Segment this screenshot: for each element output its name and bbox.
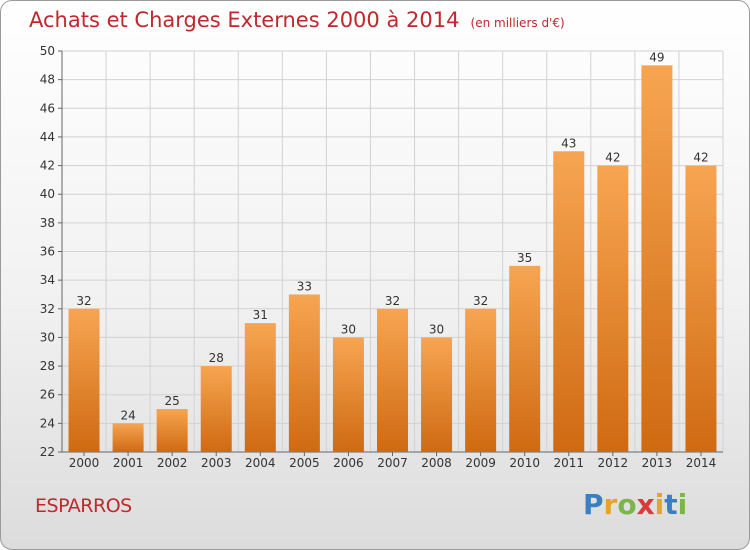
bar-2006: [332, 337, 364, 452]
chart-title-text: Achats et Charges Externes 2000 à 2014: [29, 8, 460, 32]
x-tick-label-2010: 2010: [509, 456, 540, 470]
y-tick-label: 32: [40, 302, 55, 316]
x-tick-label-2008: 2008: [421, 456, 452, 470]
bar-2005: [288, 294, 320, 452]
data-label-2005: 33: [297, 279, 312, 293]
logo-letter: i: [654, 488, 665, 521]
bar-2000: [68, 308, 100, 452]
y-tick-label: 34: [40, 273, 55, 287]
y-tick-label: 38: [40, 216, 55, 230]
chart-title: Achats et Charges Externes 2000 à 2014 (…: [29, 8, 565, 32]
bar-2010: [509, 265, 541, 452]
x-tick-label-2002: 2002: [157, 456, 188, 470]
x-tick-label-2006: 2006: [333, 456, 364, 470]
logo-letter: i: [677, 488, 688, 521]
x-tick-label-2003: 2003: [201, 456, 232, 470]
x-tick-label-2011: 2011: [553, 456, 584, 470]
x-tick-label-2009: 2009: [465, 456, 496, 470]
x-tick-label-2004: 2004: [245, 456, 276, 470]
data-label-2008: 30: [429, 322, 444, 336]
logo-letter: P: [583, 488, 604, 521]
bar-2007: [377, 308, 408, 452]
y-tick-label: 28: [40, 359, 55, 373]
data-label-2002: 25: [165, 394, 180, 408]
bar-2003: [200, 366, 232, 452]
bar-2001: [112, 423, 144, 452]
logo-letter: r: [603, 488, 618, 521]
data-label-2006: 30: [341, 322, 356, 336]
data-label-2000: 32: [76, 294, 91, 308]
bar-2002: [156, 409, 188, 452]
x-tick-label-2012: 2012: [598, 456, 629, 470]
y-tick-label: 44: [40, 130, 55, 144]
data-label-2013: 49: [649, 50, 664, 64]
data-label-2001: 24: [120, 408, 135, 422]
data-label-2014: 42: [693, 151, 708, 165]
data-label-2007: 32: [385, 294, 400, 308]
bar-2011: [553, 151, 585, 452]
x-tick-labels: 2000 2001 2002 2003 2004 2005 2006 2007 2008 2009…: [69, 456, 716, 470]
y-tick-label: 50: [40, 44, 55, 58]
y-tick-label: 46: [40, 101, 55, 115]
y-tick-label: 22: [40, 445, 55, 459]
y-tick-label: 40: [40, 187, 55, 201]
data-label-2003: 28: [209, 351, 224, 365]
commune-name: ESPARROS: [35, 495, 132, 517]
data-labels: 32 24 25 28 31 33 30 32 30 32 35 43 42 49 42: [76, 50, 708, 422]
proxiti-logo: Proxiti: [583, 488, 687, 521]
y-tick-label: 48: [40, 73, 55, 87]
x-tick-label-2013: 2013: [642, 456, 673, 470]
logo-letter: t: [664, 488, 678, 521]
logo-letter: x: [636, 488, 655, 521]
bar-2013: [641, 65, 673, 453]
y-tick-label: 24: [40, 416, 55, 430]
x-tick-label-2001: 2001: [113, 456, 144, 470]
y-tick-label: 36: [40, 245, 55, 259]
y-tick-label: 26: [40, 388, 55, 402]
data-label-2010: 35: [517, 251, 532, 265]
data-label-2004: 31: [253, 308, 268, 322]
bar-2012: [597, 165, 629, 453]
x-tick-label-2014: 2014: [686, 456, 717, 470]
y-tick-label: 30: [40, 330, 55, 344]
bar-2008: [421, 337, 453, 452]
chart-unit-label: (en milliers d'€): [470, 16, 565, 30]
y-tick-label: 42: [40, 159, 55, 173]
data-label-2011: 43: [561, 136, 576, 150]
logo-letter: o: [617, 488, 637, 521]
bars: [68, 65, 717, 453]
x-tick-label-2005: 2005: [289, 456, 320, 470]
y-tick-labels: 22 24 26 28 30 32 34 36 38 40 42 44 46 48 50: [40, 44, 55, 459]
x-tick-label-2007: 2007: [377, 456, 408, 470]
bar-2014: [685, 165, 717, 453]
bar-2004: [244, 323, 276, 452]
bar-2009: [465, 308, 497, 452]
data-label-2012: 42: [605, 151, 620, 165]
x-tick-label-2000: 2000: [69, 456, 100, 470]
data-label-2009: 32: [473, 294, 488, 308]
